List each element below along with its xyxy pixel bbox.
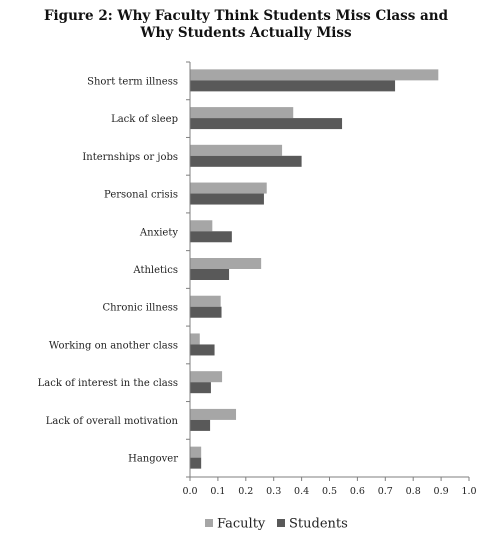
bar-faculty-0 (190, 69, 439, 81)
bar-students-0 (190, 80, 396, 92)
x-tick-label: 0.9 (434, 486, 449, 497)
legend-swatch-faculty (205, 519, 213, 527)
category-label: Hangover (128, 454, 178, 465)
bar-faculty-8 (190, 371, 223, 383)
x-tick-label: 0.3 (266, 486, 281, 497)
bar-students-7 (190, 344, 215, 356)
bar-faculty-6 (190, 295, 221, 307)
x-tick-label: 1.0 (461, 486, 476, 497)
category-label: Lack of interest in the class (38, 378, 178, 389)
chart-title: Figure 2: Why Faculty Think Students Mis… (0, 8, 492, 42)
x-tick-label: 0.0 (182, 486, 197, 497)
bar-faculty-1 (190, 107, 294, 119)
category-label: Internships or jobs (82, 152, 178, 163)
category-label: Anxiety (139, 227, 178, 238)
x-tick-label: 0.6 (350, 486, 365, 497)
bar-faculty-7 (190, 333, 200, 345)
bar-students-6 (190, 306, 222, 318)
bar-students-9 (190, 419, 211, 431)
category-label: Lack of overall motivation (46, 416, 179, 427)
legend-label-students: Students (289, 517, 348, 532)
category-label: Chronic illness (102, 303, 178, 314)
category-label: Working on another class (49, 340, 178, 351)
bar-students-3 (190, 193, 264, 205)
chart-title-line-1: Figure 2: Why Faculty Think Students Mis… (43, 8, 449, 24)
x-tick-label: 0.2 (238, 486, 253, 497)
bar-faculty-2 (190, 144, 283, 156)
x-tick-label: 0.4 (294, 486, 309, 497)
x-tick-label: 0.7 (378, 486, 393, 497)
chart-title-line-2: Why Students Actually Miss (140, 25, 352, 41)
bar-faculty-5 (190, 258, 262, 269)
x-tick-label: 0.8 (406, 486, 421, 497)
legend-swatch-students (277, 519, 285, 527)
legend-label-faculty: Faculty (217, 517, 266, 532)
bar-faculty-3 (190, 182, 267, 194)
category-label: Lack of sleep (111, 114, 178, 125)
bar-students-4 (190, 231, 232, 243)
bar-students-2 (190, 155, 302, 167)
x-tick-label: 0.1 (210, 486, 225, 497)
bar-students-1 (190, 118, 343, 130)
bar-students-10 (190, 457, 202, 469)
bar-students-8 (190, 382, 211, 394)
category-label: Short term illness (87, 76, 178, 87)
bar-faculty-9 (190, 408, 237, 420)
bar-students-5 (190, 269, 230, 280)
bar-faculty-10 (190, 446, 202, 458)
x-tick-label: 0.5 (322, 486, 337, 497)
category-label: Athletics (132, 265, 178, 276)
bar-faculty-4 (190, 220, 213, 232)
category-label: Personal crisis (104, 190, 178, 201)
